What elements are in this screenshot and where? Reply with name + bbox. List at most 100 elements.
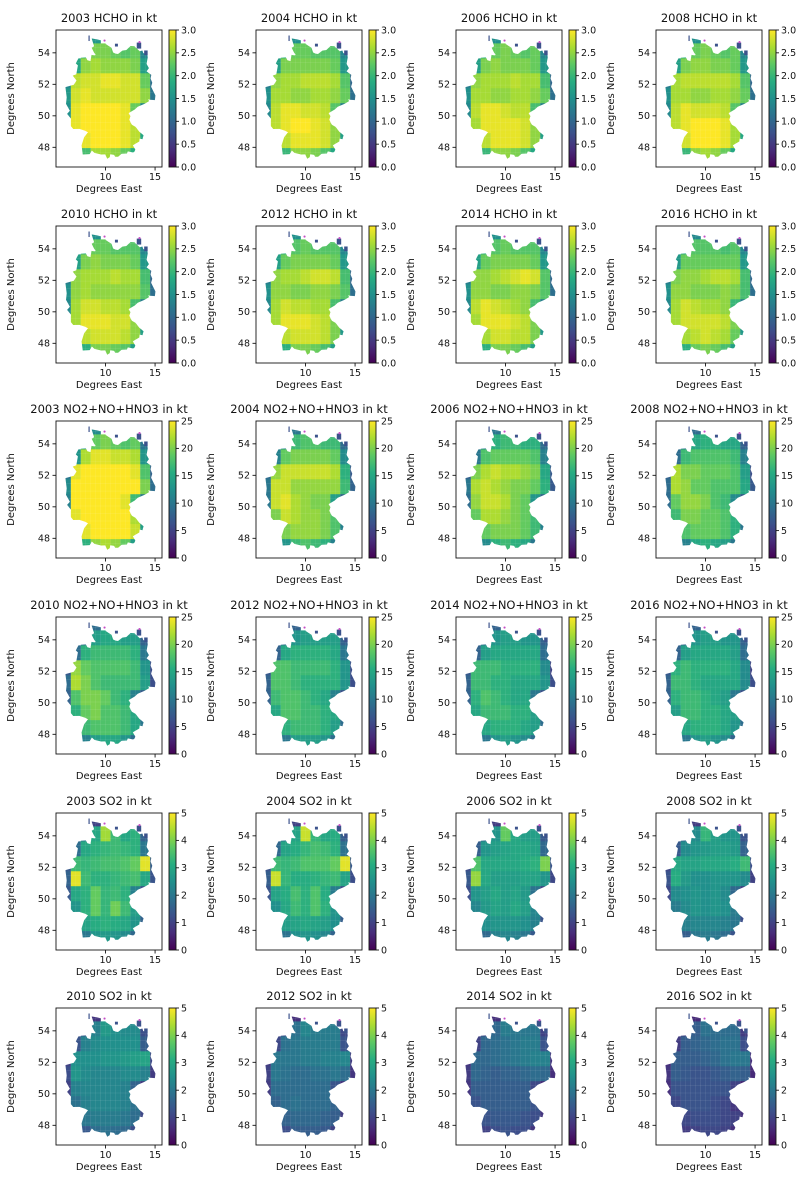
x-tick-label: 15 (749, 759, 761, 770)
coast-speck (303, 235, 306, 238)
island-markers (488, 231, 548, 251)
coast-speck (138, 236, 141, 239)
island-markers (688, 231, 748, 251)
colorbar-tick-label: 5 (181, 722, 187, 733)
y-tick-label: 52 (238, 862, 250, 873)
colorbar-tick-label: 5 (581, 526, 587, 537)
y-tick-label: 54 (238, 1027, 250, 1038)
colorbar-tick-label: 15 (581, 472, 593, 483)
subplot-2010-so2: 2010 SO2 in kt 54 52 50 48 10 15 Degrees North D… (0, 978, 200, 1174)
x-axis-ticks: 10 15 (699, 754, 761, 770)
colorbar-tick-label: 4 (181, 835, 187, 846)
subplot-svg: 2008 HCHO in kt 54 52 50 48 10 15 Degrees North… (606, 11, 796, 195)
coast-speck (303, 1017, 306, 1021)
colorbar-tick-label: 3.0 (581, 221, 596, 232)
colorbar-tick-label: 0 (781, 554, 787, 565)
x-axis-label: Degrees East (476, 575, 542, 586)
y-tick-label: 50 (238, 503, 250, 514)
y-tick-label: 50 (638, 111, 650, 122)
colorbar-tick-label: 20 (381, 444, 393, 455)
colorbar-tick-label: 2.0 (781, 71, 796, 82)
y-axis-label: Degrees North (406, 453, 417, 526)
subplot-2010-no2nohno3: 2010 NO2+NO+HNO3 in kt 54 52 50 48 10 15 Degree… (0, 587, 200, 783)
y-axis-ticks: 54 52 50 48 (638, 244, 656, 349)
colorbar: 0.0 0.5 1.0 1.5 2.0 2.5 3.0 (368, 25, 396, 173)
colorbar-gradient (168, 420, 177, 559)
y-tick-label: 52 (638, 1058, 650, 1069)
colorbar: 0.0 0.5 1.0 1.5 2.0 2.5 3.0 (768, 25, 796, 173)
colorbar: 0 5 10 15 20 25 (368, 612, 393, 760)
y-tick-label: 48 (638, 534, 650, 545)
x-tick-label: 10 (99, 1150, 111, 1161)
colorbar-tick-label: 2.5 (381, 244, 396, 255)
colorbar-gradient (568, 29, 577, 168)
colorbar-tick-label: 20 (581, 444, 593, 455)
y-tick-label: 54 (438, 1027, 450, 1038)
y-tick-label: 52 (438, 862, 450, 873)
plot-title: 2008 HCHO in kt (661, 11, 758, 25)
x-axis-label: Degrees East (676, 771, 742, 782)
x-axis-ticks: 10 15 (299, 949, 361, 966)
colorbar-tick-label: 0.0 (781, 358, 796, 369)
colorbar-tick-label: 2 (781, 1086, 787, 1097)
x-axis-ticks: 10 15 (499, 949, 561, 966)
colorbar-tick-label: 20 (381, 640, 393, 651)
y-axis-ticks: 54 52 50 48 (438, 1027, 456, 1132)
subplot-2006-no2nohno3: 2006 NO2+NO+HNO3 in kt 54 52 50 48 10 15 Degree… (400, 391, 600, 587)
y-tick-label: 52 (638, 80, 650, 91)
x-axis-label: Degrees East (276, 967, 342, 978)
x-axis-ticks: 10 15 (699, 558, 761, 574)
x-tick-label: 10 (99, 172, 111, 183)
colorbar-tick-label: 1 (781, 918, 787, 929)
x-axis-ticks: 10 15 (499, 167, 561, 183)
colorbar-tick-label: 5 (181, 1004, 187, 1015)
colorbar-tick-label: 0 (181, 749, 187, 760)
y-tick-label: 48 (638, 1121, 650, 1132)
coast-speck (138, 41, 141, 44)
y-tick-label: 52 (238, 275, 250, 286)
colorbar-gradient (368, 225, 377, 364)
coast-speck (103, 1017, 106, 1021)
y-tick-label: 54 (38, 244, 50, 255)
x-axis-ticks: 10 15 (299, 558, 361, 574)
colorbar-tick-label: 3 (381, 1059, 387, 1070)
x-tick-label: 10 (699, 563, 711, 574)
subplot-2016-no2nohno3: 2016 NO2+NO+HNO3 in kt 54 52 50 48 10 15 Degree… (600, 587, 800, 783)
colorbar-tick-label: 3 (781, 863, 787, 874)
coast-speck (503, 39, 506, 42)
y-tick-label: 50 (38, 894, 50, 905)
subplot-2016-hcho: 2016 HCHO in kt 54 52 50 48 10 15 Degrees North… (600, 196, 800, 392)
colorbar-tick-label: 0.0 (781, 162, 796, 173)
colorbar-tick-label: 20 (781, 640, 793, 651)
colorbar-gradient (568, 1007, 577, 1146)
colorbar-tick-label: 0 (781, 749, 787, 760)
subplot-2006-hcho: 2006 HCHO in kt 54 52 50 48 10 15 Degrees North… (400, 0, 600, 196)
colorbar-tick-label: 2.5 (381, 48, 396, 59)
colorbar-tick-label: 3 (181, 1059, 187, 1070)
y-tick-label: 50 (438, 698, 450, 709)
germany-heatmap (665, 38, 756, 159)
coast-speck (103, 39, 106, 42)
colorbar-tick-label: 4 (781, 1031, 787, 1042)
colorbar-tick-label: 0 (181, 1141, 187, 1152)
x-tick-label: 15 (749, 955, 761, 966)
island-markers (88, 1013, 148, 1034)
plot-title: 2006 NO2+NO+HNO3 in kt (430, 402, 588, 416)
island-markers (88, 231, 148, 251)
colorbar: 0.0 0.5 1.0 1.5 2.0 2.5 3.0 (168, 221, 196, 369)
colorbar-tick-label: 25 (181, 612, 193, 623)
plot-title: 2006 HCHO in kt (461, 11, 558, 25)
colorbar-tick-label: 10 (581, 695, 593, 706)
island-markers (288, 35, 348, 56)
colorbar-tick-label: 1.5 (781, 290, 796, 301)
coast-speck (703, 822, 706, 825)
colorbar-tick-label: 25 (581, 417, 593, 428)
y-axis-ticks: 54 52 50 48 (438, 48, 456, 154)
plot-title: 2004 HCHO in kt (261, 11, 358, 25)
x-tick-label: 10 (699, 955, 711, 966)
x-tick-label: 10 (499, 368, 511, 379)
